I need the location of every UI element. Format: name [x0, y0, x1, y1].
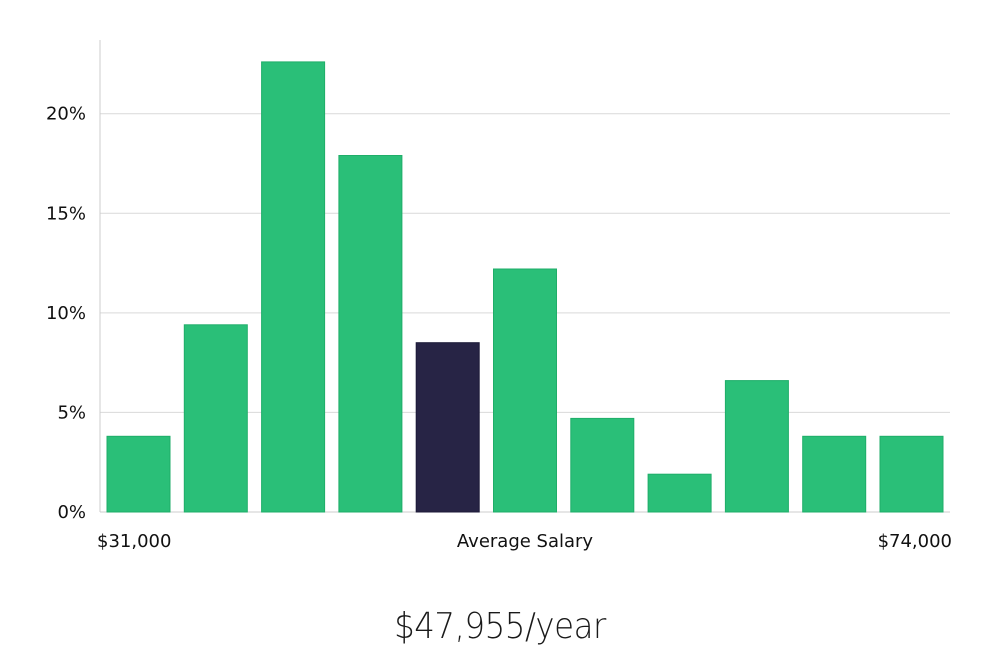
x-min-label: $31,000 [97, 531, 171, 552]
bar [570, 417, 635, 513]
bar [183, 324, 248, 513]
y-tick-label: 15% [46, 203, 86, 224]
y-tick-label: 10% [46, 303, 86, 324]
y-tick-label: 0% [57, 502, 86, 523]
y-tick-label: 5% [57, 402, 86, 423]
x-axis-title: Average Salary [457, 531, 594, 552]
bar-highlighted [415, 342, 480, 513]
bar [879, 435, 944, 513]
bar [724, 380, 789, 513]
bar [493, 268, 557, 513]
average-salary-value: $47,955/year [394, 606, 606, 647]
bar [338, 155, 403, 513]
bar [261, 61, 326, 513]
x-max-label: $74,000 [878, 531, 952, 552]
bars [106, 61, 944, 513]
bar [647, 473, 712, 513]
bar [802, 435, 867, 513]
y-tick-labels: 0% 5% 10% 15% 20% [46, 104, 86, 523]
y-tick-label: 20% [46, 104, 86, 125]
bar [106, 435, 171, 513]
